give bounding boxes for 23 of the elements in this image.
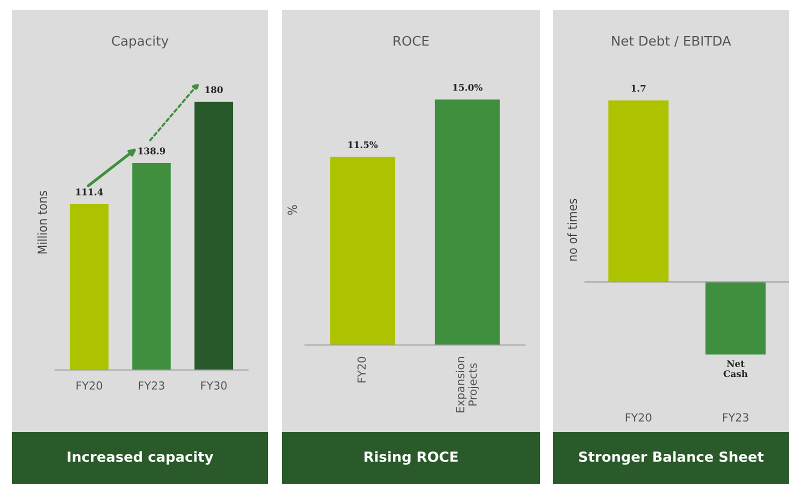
x-tick-label: Expansion Projects [456,357,479,412]
x-tick-label: FY23 [138,381,164,390]
y-axis-title: % [288,205,298,215]
x-tick-label: FY20 [626,413,652,422]
data-label: 138.9 [138,148,166,154]
data-label: 180 [205,86,223,94]
data-label: 111.4 [76,188,104,196]
y-axis-title: Million tons [37,191,48,254]
x-tick-label: FY23 [723,413,748,422]
chart-title: Net Debt / EBITDA [612,36,732,47]
data-label: 1.7 [632,84,646,92]
text: Increased capacity [68,451,214,465]
y-axis-title: no of times [567,198,578,261]
x-tick-label: FY20 [76,381,102,390]
data-label: 15.0% [453,84,482,91]
chart-title: ROCE [394,36,429,46]
data-label: Net Cash [724,360,748,378]
chart-title: Capacity [112,36,168,48]
text: Stronger Balance Sheet [579,451,764,465]
x-tick-label: FY20 [357,356,366,382]
data-label: 11.5% [348,141,378,148]
x-tick-label: FY30 [201,381,227,390]
text: Rising ROCE [364,451,458,465]
